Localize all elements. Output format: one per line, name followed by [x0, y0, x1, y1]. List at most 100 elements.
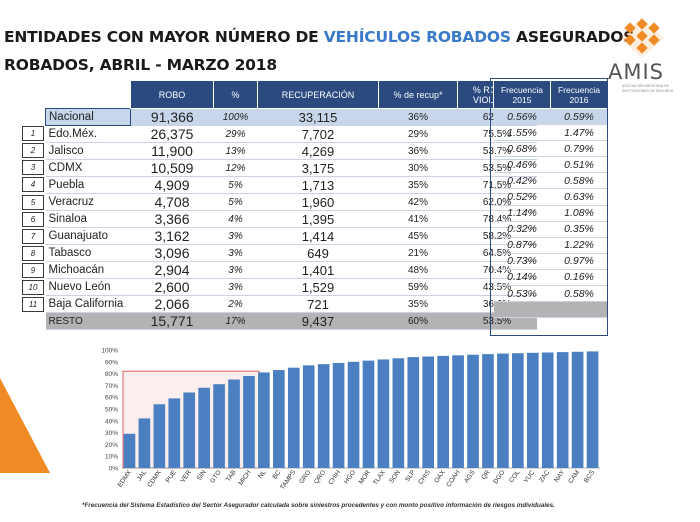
row-recu: 649 [257, 244, 379, 262]
bar-bcs [586, 351, 599, 468]
row-recu: 721 [257, 295, 379, 313]
table-row: CDMX 10,509 12% 3,175 30% 53.5% [45, 159, 537, 177]
row-robo: 3,366 [130, 210, 214, 228]
bar-hgo [347, 361, 360, 468]
bar-ver [183, 392, 196, 468]
row-recu: 1,414 [257, 227, 379, 245]
row-robo: 2,904 [130, 261, 214, 279]
x-tick-label: AGS [463, 469, 477, 485]
freq-2016: 0.51% [550, 156, 608, 174]
bar-chis [422, 356, 435, 468]
freq-2016: 0.58% [550, 285, 608, 303]
row-name: Sinaloa [45, 210, 131, 228]
freq-2015: 0.46% [493, 156, 551, 174]
row-prec: 36% [378, 142, 458, 160]
freq-row: 0.73% 0.97% [493, 253, 608, 270]
bar-nay [556, 352, 569, 468]
row-recu: 4,269 [257, 142, 379, 160]
x-tick-label: GRO [298, 469, 312, 485]
freq-2015: 0.52% [493, 188, 551, 206]
y-tick-label: 0% [109, 466, 119, 473]
row-name: Puebla [45, 176, 131, 194]
freq-row: 0.42% 0.58% [493, 172, 608, 190]
freq-2015: 0.56% [493, 107, 551, 126]
freq-2015: 1.55% [493, 124, 551, 142]
freq-row-national: 0.56% 0.59% [493, 107, 608, 126]
row-pct: 4% [213, 210, 258, 228]
amis-logo: AMIS ASOCIACIÓN MEXICANA DE INSTITUCIONE… [608, 18, 688, 98]
row-recu: 33,115 [257, 108, 379, 126]
row-robo: 15,771 [130, 312, 214, 330]
x-tick-label: GTO [209, 469, 223, 484]
bar-cam [571, 351, 584, 468]
table-row: Puebla 4,909 5% 1,713 35% 71.5% [45, 176, 537, 194]
amis-logo-icon [620, 18, 664, 58]
x-tick-label: TLAX [372, 469, 387, 487]
col-header-freq-2015: Frecuencia 2015 [493, 80, 551, 109]
freq-row: 0.68% 0.79% [493, 140, 608, 158]
freq-2015: 1.14% [493, 205, 551, 222]
table-row: Edo.Méx. 26,375 29% 7,702 29% 75.5% [45, 125, 537, 143]
row-recu: 1,401 [257, 261, 379, 279]
y-tick-label: 70% [105, 383, 118, 390]
table-row: Nuevo León 2,600 3% 1,529 59% 43.5% [45, 278, 537, 296]
table-row: Guanajuato 3,162 3% 1,414 45% 58.2% [45, 227, 537, 245]
bar-dgo [497, 353, 509, 468]
row-recu: 3,175 [257, 159, 379, 177]
x-tick-label: BC [272, 469, 283, 481]
row-name: Jalisco [45, 142, 131, 160]
bar-cdmx [153, 404, 166, 468]
frequency-table: Frecuencia 2015 Frecuencia 2016 0.56% 0.… [493, 80, 608, 319]
rank-badge: 6 [22, 211, 44, 227]
x-tick-label: MOR [358, 469, 373, 486]
row-recu: 1,529 [257, 278, 379, 296]
rank-badge: 11 [22, 297, 44, 313]
rank-badge: 4 [22, 177, 44, 193]
row-name: Nacional [45, 108, 131, 126]
bar-qro [317, 364, 330, 468]
footnote: *Frecuencia del Sistema Estadístico del … [82, 502, 555, 509]
row-robo: 2,600 [130, 278, 214, 296]
page-title-line2: ROBADOS, ABRIL - MARZO 2018 [4, 56, 277, 74]
row-name: Tabasco [45, 244, 131, 262]
x-tick-label: TAMPS [279, 469, 298, 492]
bar-slp [407, 357, 420, 468]
table-row-resto: RESTO 15,771 17% 9,437 60% 53.5% [45, 312, 537, 330]
bar-gto [213, 384, 225, 468]
row-robo: 3,162 [130, 227, 214, 245]
row-prec: 59% [378, 278, 458, 296]
x-tick-label: JAL [136, 469, 148, 483]
y-tick-label: 80% [105, 371, 118, 378]
row-pct: 3% [213, 261, 258, 279]
row-robo: 4,909 [130, 176, 214, 194]
rank-badge: 3 [22, 160, 44, 176]
row-prec: 35% [378, 176, 458, 194]
y-tick-label: 60% [105, 395, 118, 402]
table-row: Jalisco 11,900 13% 4,269 36% 53.7% [45, 142, 537, 160]
x-tick-label: CHIS [417, 469, 432, 486]
row-prec: 35% [378, 295, 458, 313]
row-pct: 12% [213, 159, 258, 177]
col-header-recuperacion: RECUPERACIÓN [257, 80, 379, 109]
x-tick-label: HGO [343, 469, 357, 485]
table-row: Veracruz 4,708 5% 1,960 42% 62.0% [45, 193, 537, 211]
bar-mor [362, 360, 375, 468]
row-prec: 60% [378, 312, 458, 330]
row-robo: 26,375 [130, 125, 214, 143]
x-tick-label: PUE [165, 469, 179, 485]
bar-ags [467, 354, 479, 468]
x-tick-label: SON [388, 469, 402, 485]
rank-badge: 2 [22, 143, 44, 159]
decorative-triangle [0, 378, 50, 473]
freq-row-resto [493, 301, 608, 319]
rank-badge: 1 [22, 126, 44, 142]
row-name: Edo.Méx. [45, 125, 131, 143]
freq-2016 [550, 301, 608, 319]
row-recu: 9,437 [257, 312, 379, 330]
row-name: Veracruz [45, 193, 131, 211]
row-pct: 17% [213, 312, 258, 330]
freq-2016: 1.47% [550, 124, 608, 142]
bar-son [392, 358, 405, 468]
row-pct: 13% [213, 142, 258, 160]
